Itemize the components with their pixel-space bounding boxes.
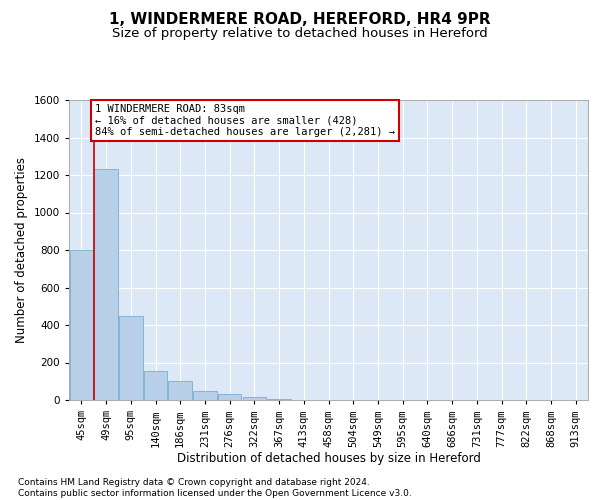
Text: Contains HM Land Registry data © Crown copyright and database right 2024.
Contai: Contains HM Land Registry data © Crown c… [18,478,412,498]
Bar [242,397,266,400]
Bar [119,316,143,400]
Bar [218,394,241,400]
Text: 1 WINDERMERE ROAD: 83sqm
← 16% of detached houses are smaller (428)
84% of semi-: 1 WINDERMERE ROAD: 83sqm ← 16% of detach… [95,104,395,137]
Bar [193,390,217,400]
Y-axis label: Number of detached properties: Number of detached properties [15,157,28,343]
X-axis label: Distribution of detached houses by size in Hereford: Distribution of detached houses by size … [176,452,481,465]
Bar [144,371,167,400]
Bar [169,381,192,400]
Bar [268,399,291,400]
Text: 1, WINDERMERE ROAD, HEREFORD, HR4 9PR: 1, WINDERMERE ROAD, HEREFORD, HR4 9PR [109,12,491,28]
Bar [70,250,93,400]
Text: Size of property relative to detached houses in Hereford: Size of property relative to detached ho… [112,28,488,40]
Bar [94,170,118,400]
